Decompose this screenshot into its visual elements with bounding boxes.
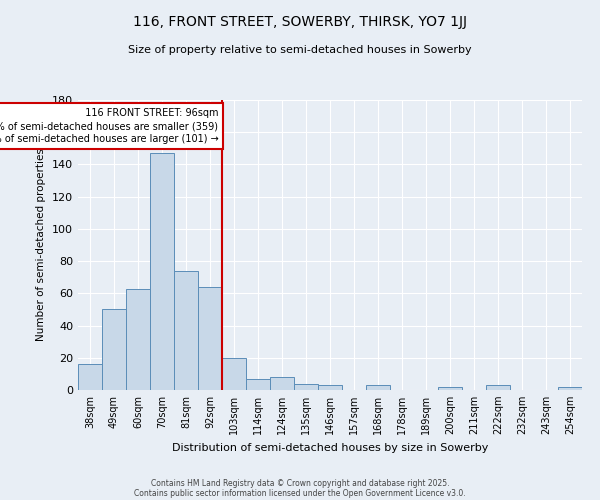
Text: Contains public sector information licensed under the Open Government Licence v3: Contains public sector information licen…: [134, 488, 466, 498]
Text: 116 FRONT STREET: 96sqm
← 78% of semi-detached houses are smaller (359)
 22% of : 116 FRONT STREET: 96sqm ← 78% of semi-de…: [0, 108, 218, 144]
Bar: [270, 377, 294, 390]
Bar: [126, 288, 150, 390]
Bar: [366, 385, 390, 390]
X-axis label: Distribution of semi-detached houses by size in Sowerby: Distribution of semi-detached houses by …: [172, 442, 488, 452]
Y-axis label: Number of semi-detached properties: Number of semi-detached properties: [37, 148, 46, 342]
Bar: [318, 385, 342, 390]
Bar: [486, 385, 510, 390]
Bar: [150, 153, 174, 390]
Bar: [558, 387, 582, 390]
Text: Size of property relative to semi-detached houses in Sowerby: Size of property relative to semi-detach…: [128, 45, 472, 55]
Bar: [198, 287, 222, 390]
Bar: [294, 384, 318, 390]
Bar: [102, 310, 126, 390]
Text: 116, FRONT STREET, SOWERBY, THIRSK, YO7 1JJ: 116, FRONT STREET, SOWERBY, THIRSK, YO7 …: [133, 15, 467, 29]
Bar: [246, 378, 270, 390]
Text: Contains HM Land Registry data © Crown copyright and database right 2025.: Contains HM Land Registry data © Crown c…: [151, 478, 449, 488]
Bar: [222, 358, 246, 390]
Bar: [78, 364, 102, 390]
Bar: [174, 271, 198, 390]
Bar: [438, 387, 462, 390]
